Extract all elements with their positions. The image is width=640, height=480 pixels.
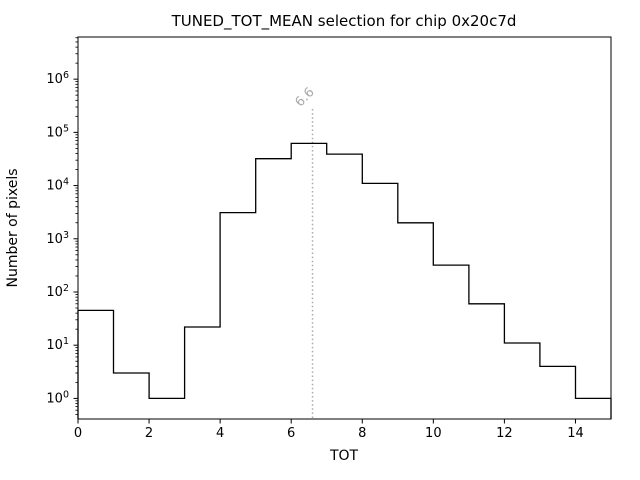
chart-title: TUNED_TOT_MEAN selection for chip 0x20c7… <box>171 12 517 31</box>
x-tick-label: 14 <box>567 426 584 441</box>
y-tick-label: 105 <box>46 123 69 140</box>
y-tick-label: 101 <box>46 336 69 353</box>
x-tick-labels: 0 2 4 6 8 10 12 14 <box>74 426 584 441</box>
y-axis-label: Number of pixels <box>5 168 21 287</box>
x-tick-label: 2 <box>145 426 153 441</box>
y-tick-label: 100 <box>46 389 69 406</box>
histogram-step-line <box>77 142 612 419</box>
x-tick-label: 6 <box>287 426 295 441</box>
y-tick-label: 103 <box>46 230 69 247</box>
y-tick-labels: 100 101 102 103 104 105 106 <box>46 70 69 406</box>
x-tick-label: 8 <box>358 426 366 441</box>
x-axis-label: TOT <box>329 448 359 464</box>
x-major-ticks <box>77 419 576 424</box>
y-tick-label: 104 <box>46 177 69 194</box>
threshold-label: 6.6 <box>292 85 317 110</box>
axes-frame <box>77 36 612 420</box>
y-tick-label: 106 <box>46 70 69 87</box>
y-major-ticks <box>73 78 78 399</box>
x-tick-label: 10 <box>425 426 442 441</box>
x-tick-label: 0 <box>74 426 82 441</box>
y-tick-label: 102 <box>46 283 69 300</box>
x-tick-label: 4 <box>216 426 224 441</box>
x-tick-label: 12 <box>496 426 513 441</box>
